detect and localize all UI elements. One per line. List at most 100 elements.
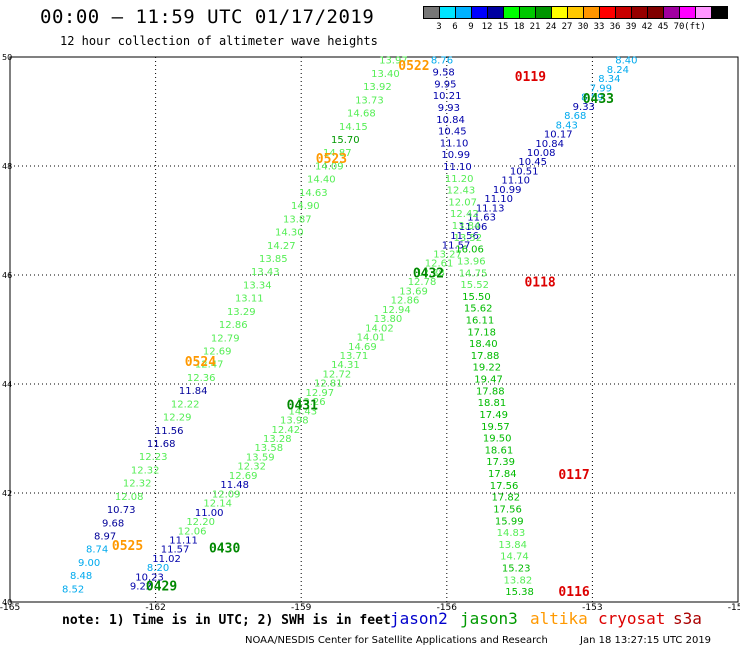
wave-height-value: 10.99 [493,185,522,196]
lon-tick-label: -153 [582,603,602,613]
wave-height-value: 12.61 [425,259,454,270]
wave-height-value: 9.58 [433,68,455,79]
wave-height-value: 15.50 [462,292,491,303]
wave-height-value: 10.73 [107,505,136,516]
lon-tick-label: -150 [728,603,740,613]
wave-height-value: 8.68 [564,111,586,122]
wave-height-value: 13.87 [283,214,312,225]
wave-height-value: 13.96 [457,256,486,267]
lat-tick-label: 48 [2,162,12,171]
wave-height-value: 14.31 [331,360,360,371]
pass-time-label: 0117 [558,468,589,483]
wave-height-value: 11.11 [169,536,198,547]
wave-height-value: 12.32 [237,462,266,473]
wave-height-value: 8.24 [607,65,629,76]
legend-swatch [711,6,728,19]
lat-tick-label: 46 [2,271,12,280]
legend-label: (ft) [684,22,706,32]
legend-label: 24 [545,22,557,32]
wave-height-value: 18.81 [478,398,507,409]
wave-height-value: 8.48 [70,571,92,582]
wave-height-value: 14.90 [291,201,320,212]
pass-time-label: 0429 [146,580,177,595]
wave-height-value: 13.43 [251,267,280,278]
pass-time-label: 0430 [209,542,240,557]
pass-time-label: 0116 [558,585,589,600]
legend-label: 9 [468,22,474,32]
wave-height-value: 15.99 [495,516,524,527]
legend-label: 18 [513,22,525,32]
wave-height-value: 11.10 [484,194,513,205]
wave-height-value: 12.23 [139,452,168,463]
wave-height-value: 9.22 [130,582,152,593]
wave-height-value: 11.10 [440,138,469,149]
wave-height-value: 17.39 [486,457,515,468]
wave-height-value: 12.81 [314,379,343,390]
lon-tick-label: -162 [145,603,165,613]
legend-label: 12 [481,22,493,32]
wave-height-value: 12.97 [306,388,335,399]
wave-height-value: 12.47 [195,360,224,371]
wave-height-value: 13.28 [263,434,292,445]
wave-height-value: 10.99 [441,150,470,161]
pass-time-label: 0522 [398,59,429,74]
wave-height-value: 12.94 [382,305,411,316]
lon-tick-label: -159 [291,603,312,613]
wave-height-value: 15.38 [505,587,534,598]
wave-height-value: 10.45 [518,157,547,168]
wave-height-value: 13.29 [227,307,256,318]
wave-height-value: 12.09 [212,489,241,500]
wave-height-value: 14.43 [288,406,317,417]
data-points: 13.97 13.40 13.92 13.73 14.68 14.15 15.70 14.87… [62,56,638,598]
pass-time-label: 0432 [413,266,444,281]
legend-label: 42 [641,22,653,32]
wave-height-value: 19.57 [481,422,510,433]
satellite-name: jason2 [390,609,448,628]
wave-height-value: 14.87 [323,148,352,159]
wave-height-value: 9.33 [573,102,595,113]
pass-time-label: 0431 [287,399,318,414]
pass-time-label: 0523 [316,152,347,167]
wave-height-value: 12.06 [178,526,207,537]
satellite-name: altika [530,609,588,628]
wave-height-value: 14.30 [275,228,304,239]
legend-label: 39 [625,22,637,32]
wave-height-value: 17.56 [493,504,522,515]
wave-height-value: 12.78 [408,277,437,288]
satellite-name: jason3 [460,609,518,628]
legend-label: 6 [452,22,458,32]
wave-height-value: 12.42 [450,209,479,220]
wave-height-value: 10.84 [436,115,465,126]
wave-height-value: 8.20 [147,563,169,574]
wave-height-value: 14.01 [357,333,386,344]
wave-height-value: 15.52 [460,280,489,291]
wave-height-value: 13.92 [363,82,392,93]
wave-height-value: 11.56 [155,426,184,437]
wave-height-value: 11.57 [161,545,190,556]
wave-height-value: 13.69 [399,286,428,297]
wave-height-value: 13.82 [504,575,533,586]
wave-height-value: 13.85 [259,254,288,265]
wave-height-value: 12.32 [123,479,152,490]
lat-tick-label: 44 [2,380,12,389]
wave-height-value: 13.59 [246,452,275,463]
wave-height-value: 9.00 [78,558,100,569]
wave-height-value: 15.62 [464,304,493,315]
wave-height-value: 13.98 [280,416,309,427]
wave-height-value: 10.23 [135,572,164,583]
wave-height-value: 11.56 [450,231,479,242]
wave-height-value: 12.36 [187,373,216,384]
wave-height-value: 8.89 [581,93,603,104]
wave-height-value: 7.99 [590,83,612,94]
pass-labels: 0522 0523 0524 0525 0119 0433 0432 0118 0431 0430… [112,59,614,600]
wave-height-value: 13.40 [371,69,400,80]
wave-height-value: 14.74 [500,552,529,563]
wave-height-value: 11.84 [179,386,208,397]
lon-tick-label: -156 [437,603,458,613]
wave-height-value: 8.74 [86,545,108,556]
wave-height-value: 14.63 [299,188,328,199]
wave-height-value: 14.40 [307,175,336,186]
plot-frame [9,56,739,603]
wave-height-value: 11.57 [442,240,471,251]
